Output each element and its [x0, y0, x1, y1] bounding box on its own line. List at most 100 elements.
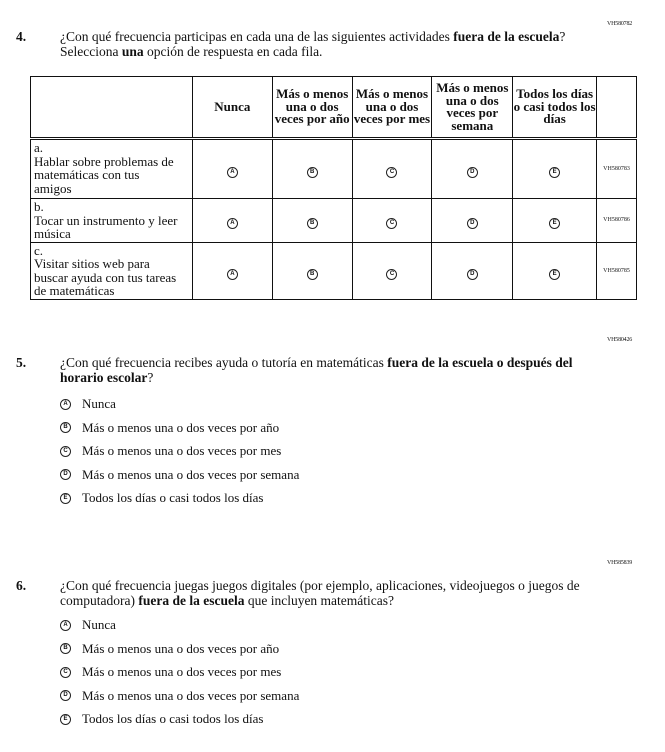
- answer-cell: E: [512, 198, 597, 243]
- answer-bubble[interactable]: E: [549, 268, 561, 280]
- option-label: Más o menos una o dos veces por año: [82, 640, 280, 656]
- answer-cell: E: [512, 241, 597, 300]
- answer-bubble[interactable]: E: [60, 713, 71, 725]
- answer-bubble[interactable]: A: [226, 167, 238, 178]
- answer-cell: D: [431, 241, 514, 300]
- answer-bubble[interactable]: B: [306, 218, 318, 230]
- answer-cell: A: [191, 241, 273, 300]
- answer-option[interactable]: A Nunca: [60, 617, 116, 633]
- answer-cell: D: [431, 138, 514, 199]
- answer-bubble[interactable]: C: [386, 218, 398, 230]
- question-text: ¿Con qué frecuencia juegas juegos digita…: [60, 578, 580, 608]
- answer-option[interactable]: E Todos los días o casi todos los días: [60, 711, 263, 727]
- question-text: que incluyen matemáticas?: [244, 593, 395, 608]
- answer-bubble[interactable]: C: [60, 445, 71, 457]
- answer-cell: E: [512, 138, 597, 199]
- option-label: Más o menos una o dos veces por semana: [82, 687, 300, 703]
- answer-cell: A: [191, 198, 273, 243]
- answer-bubble[interactable]: C: [386, 167, 398, 178]
- answer-cell: C: [351, 138, 433, 199]
- answer-option[interactable]: C Más o menos una o dos veces por mes: [60, 443, 281, 459]
- question-number: 4.: [16, 29, 27, 44]
- row-text: Tocar un instrumento y leer música: [34, 212, 178, 241]
- option-label: Más o menos una o dos veces por mes: [82, 443, 282, 458]
- row-code: VH580785: [596, 241, 637, 300]
- answer-option[interactable]: D Más o menos una o dos veces por semana: [60, 688, 299, 704]
- question-number: 5.: [16, 355, 27, 370]
- answer-bubble[interactable]: E: [549, 167, 561, 178]
- item-code: VH580782: [607, 21, 633, 27]
- answer-bubble[interactable]: D: [466, 218, 478, 230]
- question-emphasis: fuera de la escuela: [453, 29, 560, 44]
- answer-bubble[interactable]: D: [60, 690, 71, 701]
- answer-bubble[interactable]: A: [60, 398, 71, 410]
- empty-header: [30, 76, 193, 140]
- column-header: Más o menos una o dos veces por mes: [351, 76, 433, 140]
- row-text: Visitar sitios web para buscar ayuda con…: [34, 256, 177, 298]
- frequency-table: Nunca Más o menos una o dos veces por añ…: [30, 76, 637, 300]
- question-emphasis: una: [121, 44, 144, 59]
- answer-cell: D: [431, 198, 514, 243]
- answer-cell: B: [271, 138, 353, 199]
- answer-bubble[interactable]: A: [226, 268, 238, 280]
- option-label: Nunca: [82, 617, 116, 632]
- answer-bubble[interactable]: D: [60, 469, 71, 480]
- row-text: Hablar sobre problemas de matemáticas co…: [34, 153, 174, 196]
- answer-cell: C: [351, 241, 433, 300]
- answer-option[interactable]: B Más o menos una o dos veces por año: [60, 420, 279, 436]
- answer-cell: A: [191, 138, 273, 199]
- answer-option[interactable]: C Más o menos una o dos veces por mes: [60, 664, 281, 680]
- question-text: ? Selecciona: [60, 29, 566, 59]
- table-row: a.Hablar sobre problemas de matemáticas …: [30, 138, 637, 199]
- question-text: ¿Con qué frecuencia recibes ayuda o tuto…: [60, 355, 388, 370]
- question-emphasis: fuera de la escuela o después del horari…: [60, 355, 573, 385]
- table-row: c.Visitar sitios web para buscar ayuda c…: [30, 241, 637, 300]
- option-label: Todos los días o casi todos los días: [82, 490, 264, 505]
- answer-option[interactable]: E Todos los días o casi todos los días: [60, 490, 263, 506]
- answer-bubble[interactable]: B: [306, 268, 318, 280]
- option-label: Más o menos una o dos veces por semana: [82, 466, 300, 482]
- column-header: Todos los días o casi todos los días: [512, 76, 597, 140]
- answer-bubble[interactable]: B: [306, 167, 318, 178]
- item-code: VH585839: [607, 560, 633, 566]
- question-text: ¿Con qué frecuencia participas en cada u…: [60, 29, 454, 44]
- table-header-row: Nunca Más o menos una o dos veces por añ…: [30, 76, 637, 140]
- answer-bubble[interactable]: E: [60, 492, 71, 504]
- answer-option[interactable]: D Más o menos una o dos veces por semana: [60, 467, 299, 483]
- option-label: Nunca: [82, 396, 116, 411]
- row-letter: a.: [34, 140, 44, 155]
- column-header: Nunca: [191, 76, 273, 140]
- item-code: VH580426: [607, 337, 633, 343]
- question-4: 4. ¿Con qué frecuencia participas en cada…: [16, 29, 580, 59]
- option-label: Todos los días o casi todos los días: [82, 711, 264, 726]
- row-label: b.Tocar un instrumento y leer música: [30, 198, 193, 243]
- answer-cell: B: [271, 241, 353, 300]
- answer-bubble[interactable]: A: [60, 619, 71, 631]
- answer-bubble[interactable]: D: [466, 167, 478, 178]
- option-label: Más o menos una o dos veces por año: [82, 419, 280, 435]
- answer-cell: B: [271, 198, 353, 243]
- question-number: 6.: [16, 578, 27, 593]
- answer-bubble[interactable]: C: [386, 268, 398, 280]
- answer-bubble[interactable]: E: [549, 218, 561, 230]
- row-label: c.Visitar sitios web para buscar ayuda c…: [30, 241, 193, 300]
- question-6: 6. ¿Con qué frecuencia juegas juegos digi…: [16, 578, 580, 608]
- answer-bubble[interactable]: A: [226, 218, 238, 230]
- question-emphasis: fuera de la escuela: [138, 593, 245, 608]
- answer-option[interactable]: A Nunca: [60, 396, 116, 412]
- answer-option[interactable]: B Más o menos una o dos veces por año: [60, 641, 279, 657]
- question-5: 5. ¿Con qué frecuencia recibes ayuda o tu…: [16, 355, 580, 385]
- row-code: VH580786: [596, 198, 637, 243]
- question-text: ?: [147, 370, 154, 385]
- option-label: Más o menos una o dos veces por mes: [82, 664, 282, 679]
- answer-bubble[interactable]: D: [466, 268, 478, 280]
- column-header: Más o menos una o dos veces por año: [271, 76, 353, 140]
- row-letter: b.: [34, 199, 44, 214]
- empty-header: [596, 76, 637, 140]
- row-label: a.Hablar sobre problemas de matemáticas …: [30, 138, 193, 199]
- answer-bubble[interactable]: C: [60, 666, 71, 678]
- table-row: b.Tocar un instrumento y leer música A B C D…: [30, 198, 637, 243]
- answer-bubble[interactable]: B: [60, 422, 71, 433]
- column-header: Más o menos una o dos veces por semana: [431, 76, 514, 140]
- answer-bubble[interactable]: B: [60, 643, 71, 654]
